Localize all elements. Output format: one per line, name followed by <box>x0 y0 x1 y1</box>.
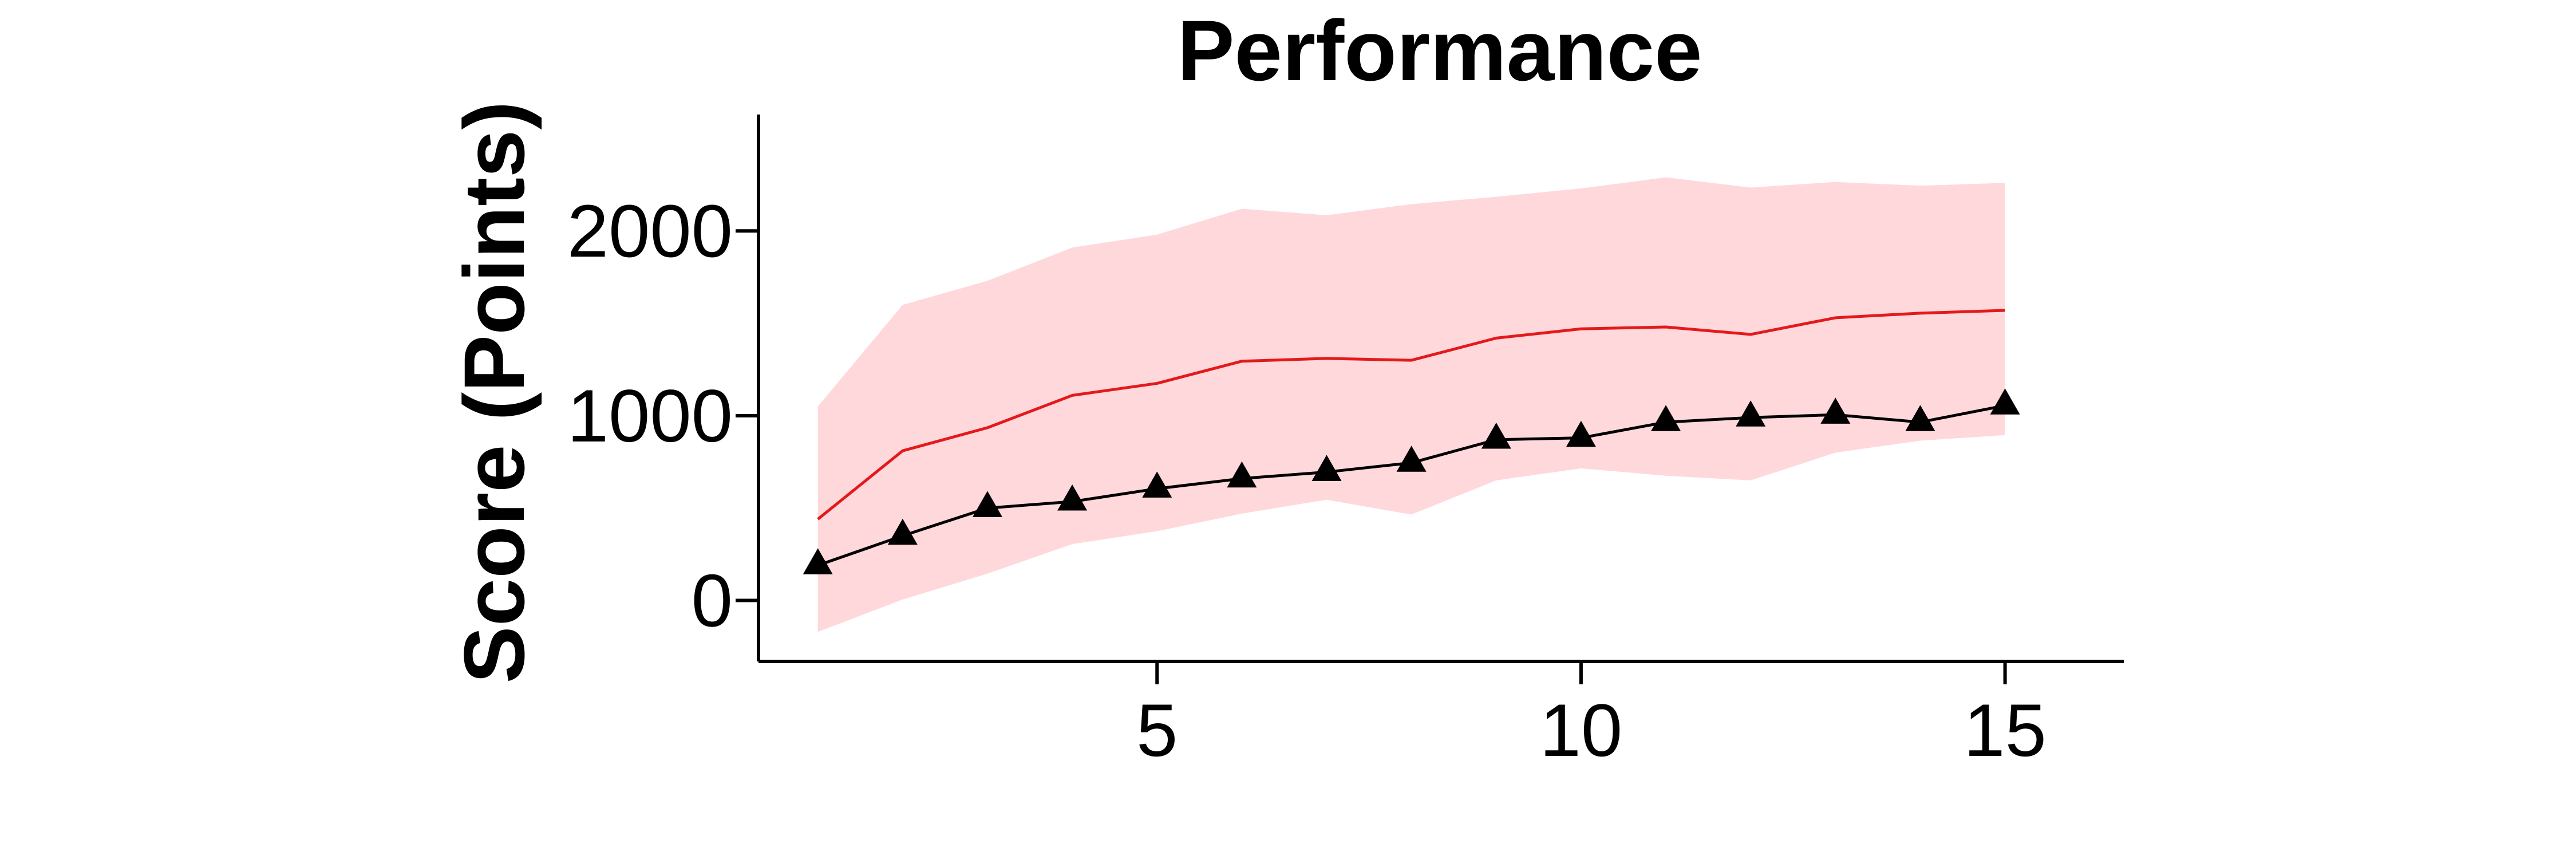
triangle-data-point <box>1990 388 2020 415</box>
triangle-data-point <box>887 518 918 545</box>
x-tick-label: 15 <box>1963 688 2046 772</box>
triangle-data-point <box>1057 484 1088 511</box>
triangle-data-point <box>1396 446 1427 472</box>
triangle-data-point <box>972 491 1002 517</box>
chart-title: Performance <box>1177 2 1702 98</box>
red-series-line <box>817 309 2005 521</box>
triangle-data-point <box>1142 471 1172 498</box>
y-tick-label: 2000 <box>567 189 733 273</box>
triangle-data-point <box>803 548 833 574</box>
triangle-data-point <box>1481 422 1511 449</box>
series-marker-layer <box>803 388 2020 574</box>
confidence-band <box>817 177 2005 632</box>
x-tick-label: 10 <box>1540 688 1623 772</box>
y-tick-label: 1000 <box>567 374 733 458</box>
triangle-data-point <box>1736 400 1766 427</box>
triangle-data-point <box>1905 405 1935 431</box>
confidence-band-layer <box>817 177 2005 632</box>
triangle-data-point <box>1566 420 1596 447</box>
triangle-data-point <box>1820 397 1851 424</box>
x-tick-label: 5 <box>1136 688 1178 772</box>
y-tick-label: 0 <box>692 559 733 643</box>
axes <box>757 115 2124 663</box>
y-axis-label: Score (Points) <box>446 101 542 684</box>
triangle-data-point <box>1311 455 1342 481</box>
triangle-data-point <box>1651 405 1681 431</box>
triangle-data-point <box>1227 461 1257 488</box>
tick-layer: 0 1000 2000 5 10 15 <box>567 189 2046 772</box>
